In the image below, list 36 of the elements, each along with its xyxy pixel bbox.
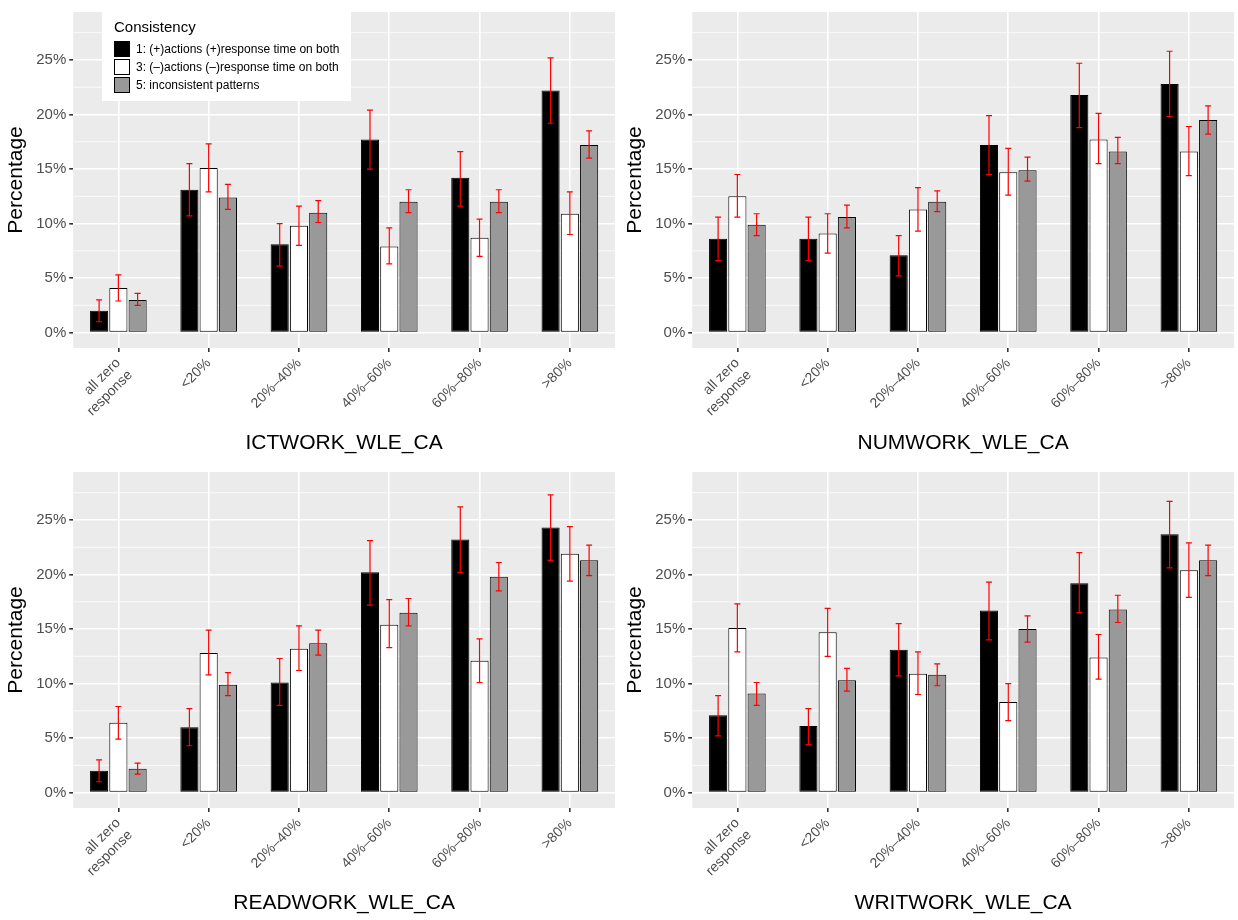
- y-tick-label: 15%: [655, 159, 686, 177]
- y-tick-label: 5%: [663, 268, 686, 286]
- y-tick-label: 25%: [655, 510, 686, 528]
- y-tick-label: 0%: [663, 322, 686, 340]
- y-tick-label: 15%: [655, 619, 686, 637]
- y-tick-label: 10%: [655, 213, 686, 231]
- y-tick-label: 5%: [44, 268, 67, 286]
- y-tick-label: 25%: [36, 510, 67, 528]
- y-axis-title: Percentage: [3, 586, 27, 694]
- y-tick-label: 0%: [44, 782, 67, 800]
- y-tick-label: 25%: [655, 50, 686, 68]
- legend-title: Consistency: [114, 18, 197, 35]
- y-axis-title: Percentage: [3, 126, 27, 234]
- y-tick-label: 20%: [655, 564, 686, 582]
- x-axis-title: ICTWORK_WLE_CA: [245, 430, 443, 455]
- y-tick-label: 5%: [44, 728, 67, 746]
- x-axis-title: NUMWORK_WLE_CA: [857, 430, 1069, 455]
- y-tick-label: 15%: [36, 159, 67, 177]
- y-axis-title: Percentage: [622, 126, 646, 234]
- y-tick-label: 0%: [663, 782, 686, 800]
- y-tick-label: 10%: [36, 213, 67, 231]
- legend-label: 3: (–)actions (–)response time on both: [136, 60, 339, 74]
- y-tick-label: 5%: [663, 728, 686, 746]
- y-tick-label: 25%: [36, 50, 67, 68]
- legend-label: 5: inconsistent patterns: [136, 78, 260, 92]
- y-tick-label: 10%: [36, 673, 67, 691]
- y-tick-label: 0%: [44, 322, 67, 340]
- x-axis-title: WRITWORK_WLE_CA: [854, 890, 1072, 915]
- legend-label: 1: (+)actions (+)response time on both: [136, 42, 340, 56]
- x-axis-title: READWORK_WLE_CA: [233, 890, 455, 915]
- y-tick-label: 10%: [655, 673, 686, 691]
- y-tick-label: 15%: [36, 619, 67, 637]
- y-axis-title: Percentage: [622, 586, 646, 694]
- y-tick-label: 20%: [36, 104, 67, 122]
- y-tick-label: 20%: [655, 104, 686, 122]
- y-tick-label: 20%: [36, 564, 67, 582]
